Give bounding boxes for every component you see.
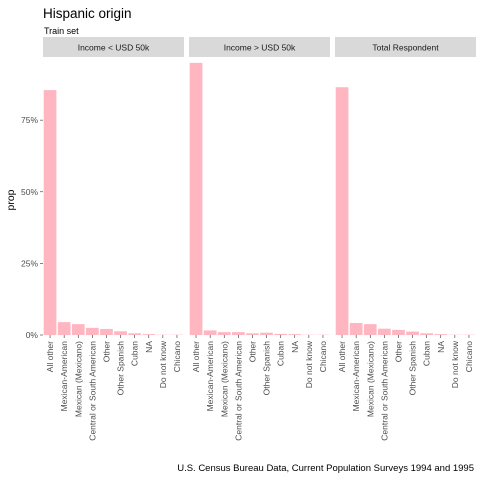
x-tick-label: Other Spanish — [408, 341, 418, 396]
facet-strip — [189, 37, 330, 57]
x-tick-label: Central or South American — [87, 341, 97, 441]
x-tick-label: Central or South American — [379, 341, 389, 441]
x-tick-label: Other — [393, 341, 403, 362]
x-tick-label: All other — [45, 341, 55, 372]
y-axis: 0% 25% 50% 75% — [21, 115, 43, 340]
bar — [246, 333, 259, 335]
x-tick-label: NA — [144, 341, 154, 353]
bar — [43, 90, 57, 335]
x-tick-label: Mexican-American — [351, 341, 361, 412]
x-tick-label: Chicano — [172, 341, 182, 372]
bar — [378, 328, 391, 335]
x-tick-label: Central or South American — [233, 341, 243, 441]
facet-strip — [335, 37, 476, 57]
bar — [406, 331, 419, 335]
x-tick-label: Chicano — [464, 341, 474, 372]
bar — [142, 334, 156, 335]
x-tick-label: All other — [337, 341, 347, 372]
facet-strip — [43, 37, 184, 57]
facet-strip-label: Income < USD 50k — [78, 43, 150, 53]
x-tick-label: Other — [101, 341, 111, 362]
bar — [71, 324, 85, 335]
chart-subtitle: Train set — [44, 26, 79, 36]
bar — [57, 322, 71, 335]
x-tick-label: Mexican-American — [59, 341, 69, 412]
x-tick-label: Mexican (Mexicano) — [73, 341, 83, 417]
facet-panel: Income > USD 50k All other Mexican-America… — [189, 37, 330, 441]
x-tick-label: NA — [290, 341, 300, 353]
x-tick-label: Do not know — [450, 340, 460, 388]
bar — [217, 332, 231, 335]
facet-panels: Income < USD 50k All other Mexican-America… — [43, 37, 476, 441]
facet-strip-label: Total Respondent — [372, 43, 439, 53]
x-tick-label: Cuban — [422, 341, 432, 366]
x-tick-label: Chicano — [318, 341, 328, 372]
y-axis-title: prop — [5, 189, 17, 210]
y-tick-label: 0% — [26, 330, 39, 340]
bar — [392, 329, 405, 335]
x-tick-label: Cuban — [130, 341, 140, 366]
x-tick-label: Other — [247, 341, 257, 362]
x-tick-label: Mexican (Mexicano) — [365, 341, 375, 417]
bar — [189, 62, 203, 335]
bar — [203, 330, 217, 335]
x-tick-label: Do not know — [304, 340, 314, 388]
x-tick-label: Do not know — [158, 340, 168, 388]
bar — [363, 324, 377, 335]
x-tick-label: Mexican (Mexicano) — [219, 341, 229, 417]
chart-caption: U.S. Census Bureau Data, Current Populat… — [177, 463, 474, 474]
bar — [232, 332, 245, 335]
y-tick-label: 25% — [21, 258, 38, 268]
facet-strip-label: Income > USD 50k — [224, 43, 296, 53]
x-tick-label: All other — [191, 341, 201, 372]
x-tick-label: Other Spanish — [116, 341, 126, 396]
bar — [274, 333, 287, 335]
x-tick-label: Cuban — [276, 341, 286, 366]
bar — [434, 334, 448, 335]
bar — [260, 332, 273, 335]
y-tick-label: 75% — [21, 115, 38, 125]
x-tick-label: Mexican-American — [205, 341, 215, 412]
facet-panel: Income < USD 50k All other Mexican-America… — [43, 37, 184, 441]
bar — [420, 333, 433, 335]
y-tick-label: 50% — [21, 187, 38, 197]
facet-panel: Total Respondent All other Mexican-America… — [335, 37, 476, 441]
chart-title: Hispanic origin — [43, 6, 132, 21]
bar — [114, 331, 127, 335]
x-tick-label: NA — [436, 341, 446, 353]
x-tick-label: Other Spanish — [262, 341, 272, 396]
bar — [100, 328, 113, 335]
bar — [349, 322, 363, 335]
bar — [128, 333, 141, 335]
bar — [86, 327, 99, 335]
bar — [288, 334, 302, 335]
bar — [335, 87, 349, 336]
